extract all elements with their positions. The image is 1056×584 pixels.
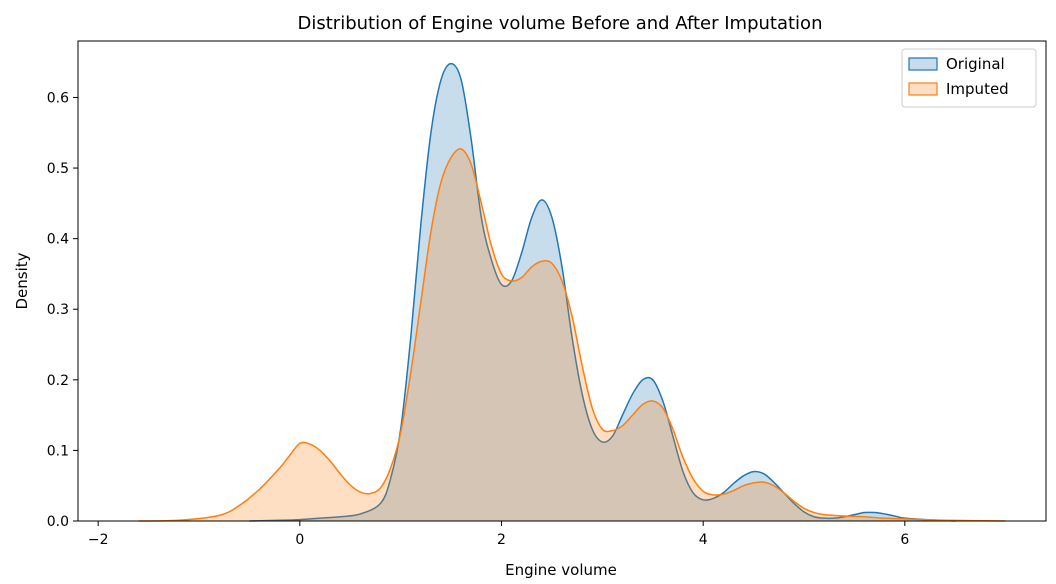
- y-axis-title: Density: [13, 252, 31, 309]
- y-tick-label: 0.4: [47, 232, 69, 248]
- series-layer: [138, 62, 1006, 522]
- y-tick-label: 0.2: [47, 373, 69, 389]
- imputed-density-line: [138, 148, 1006, 522]
- y-tick-label: 0.5: [47, 161, 69, 177]
- x-tick-label: −2: [88, 532, 109, 548]
- legend-swatch-imputed: [908, 82, 938, 96]
- x-axis: −2 0 2 4 6: [88, 521, 909, 548]
- legend-label-original: Original: [946, 55, 1005, 73]
- x-tick-label: 6: [900, 532, 909, 548]
- legend-label-imputed: Imputed: [946, 80, 1009, 98]
- x-tick-label: 2: [497, 532, 506, 548]
- y-tick-label: 0.0: [47, 514, 69, 530]
- legend: Original Imputed: [901, 48, 1037, 108]
- legend-swatch-original: [908, 57, 938, 71]
- x-axis-title: Engine volume: [505, 561, 617, 579]
- plot-frame: [77, 40, 1047, 522]
- y-tick-label: 0.6: [47, 90, 69, 106]
- x-tick-label: 4: [699, 532, 708, 548]
- chart-title: Distribution of Engine volume Before and…: [298, 13, 823, 34]
- legend-box: [901, 48, 1037, 108]
- y-tick-label: 0.3: [47, 302, 69, 318]
- imputed-density-area: [138, 148, 1006, 521]
- x-tick-label: 0: [295, 532, 304, 548]
- original-density-line: [249, 62, 956, 522]
- y-tick-label: 0.1: [47, 443, 69, 459]
- y-axis: 0.0 0.1 0.2 0.3 0.4 0.5 0.6: [47, 90, 78, 530]
